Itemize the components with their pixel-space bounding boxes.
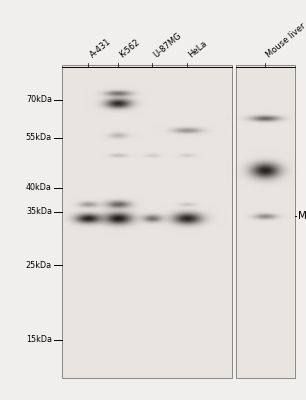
Text: 15kDa: 15kDa xyxy=(26,336,52,344)
Text: Mouse liver: Mouse liver xyxy=(265,22,306,60)
Text: 55kDa: 55kDa xyxy=(26,134,52,142)
Text: 40kDa: 40kDa xyxy=(26,184,52,192)
Text: A-431: A-431 xyxy=(88,37,113,60)
Text: U-87MG: U-87MG xyxy=(152,32,184,60)
Text: MAF: MAF xyxy=(298,211,306,221)
Text: 25kDa: 25kDa xyxy=(26,260,52,270)
Text: 35kDa: 35kDa xyxy=(26,208,52,216)
Text: 70kDa: 70kDa xyxy=(26,96,52,104)
Text: K-562: K-562 xyxy=(118,38,142,60)
Text: HeLa: HeLa xyxy=(187,39,209,60)
